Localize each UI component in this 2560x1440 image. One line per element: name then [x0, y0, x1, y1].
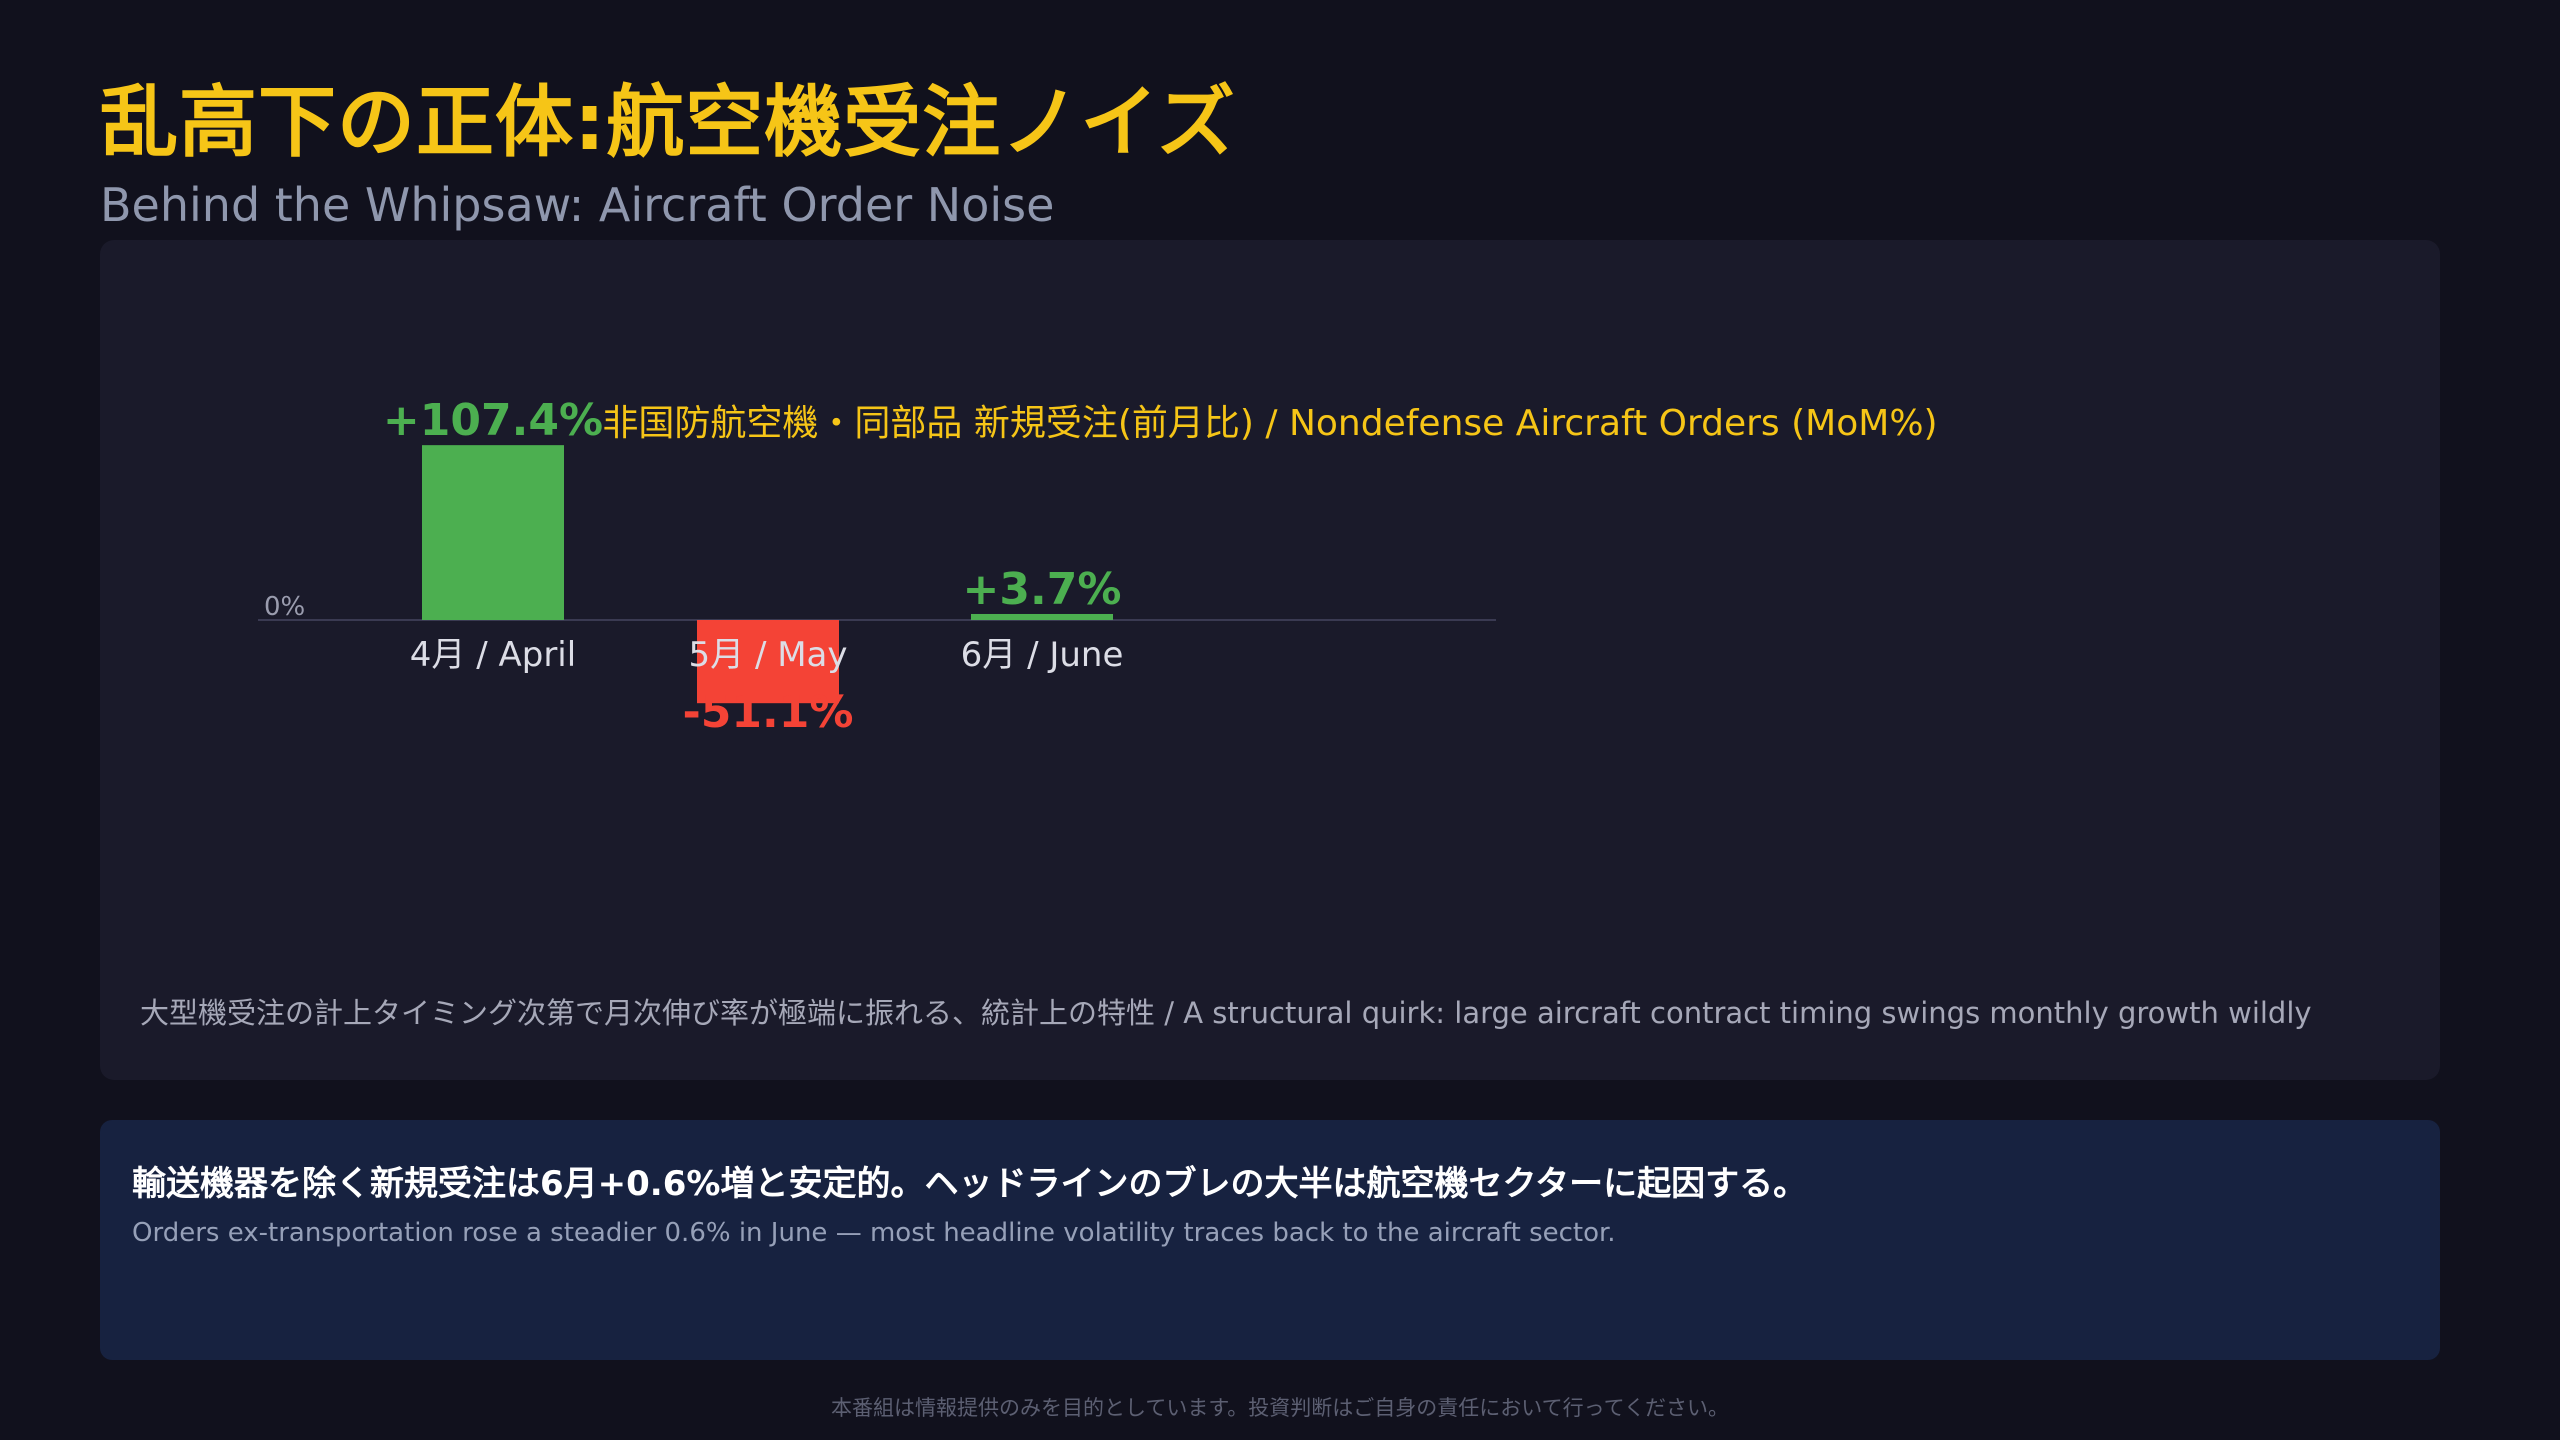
category-label: 6月 / June [961, 635, 1124, 675]
info-card: 輸送機器を除く新規受注は6月+0.6%増と安定的。ヘッドラインのブレの大半は航空… [100, 1120, 2440, 1360]
page-subtitle: Behind the Whipsaw: Aircraft Order Noise [100, 178, 1055, 232]
page-title: 乱高下の正体:航空機受注ノイズ [100, 78, 1236, 168]
disclaimer: 本番組は情報提供のみを目的としています。投資判断はご自身の責任において行ってくだ… [831, 1396, 1729, 1420]
data-label: -51.1% [683, 687, 854, 738]
chart-title: 非国防航空機・同部品 新規受注(前月比) / Nondefense Aircra… [602, 403, 1937, 444]
bar-chart: 0% 4月 / April +107.4% 5月 / May -51.1% 6月 / Ju… [258, 395, 1938, 738]
data-label: +3.7% [963, 564, 1122, 615]
chart-note: 大型機受注の計上タイミング次第で月次伸び率が極端に振れる、統計上の特性 / A … [140, 996, 2312, 1030]
chart-card: 0% 4月 / April +107.4% 5月 / May -51.1% 6月 / Ju… [100, 240, 2440, 1080]
data-label: +107.4% [383, 395, 603, 446]
bar [971, 613, 1113, 620]
bar [422, 445, 564, 620]
info-headline: 輸送機器を除く新規受注は6月+0.6%増と安定的。ヘッドラインのブレの大半は航空… [132, 1164, 1808, 1204]
zero-tick-label: 0% [264, 592, 305, 622]
bar [697, 620, 839, 704]
category-label: 4月 / April [410, 635, 576, 675]
info-subtext: Orders ex-transportation rose a steadier… [132, 1218, 1616, 1248]
category-label: 5月 / May [689, 635, 848, 675]
